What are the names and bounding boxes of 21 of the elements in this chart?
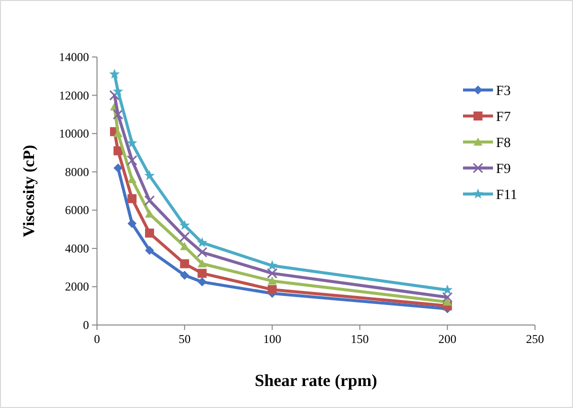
x-axis-title: Shear rate (rpm) (254, 371, 378, 390)
y-tick-label: 14000 (59, 50, 89, 64)
y-axis-title: Viscosity (cP) (21, 144, 38, 238)
x-tick-label: 50 (178, 332, 191, 346)
y-tick-label: 6000 (65, 203, 89, 218)
y-tick-label: 0 (83, 318, 89, 332)
y-tick-label: 8000 (65, 164, 89, 179)
legend-label: F3 (496, 84, 511, 99)
y-tick-label: 10000 (59, 126, 89, 141)
legend-label: F11 (496, 188, 518, 203)
x-tick-label: 100 (263, 332, 282, 346)
x-tick-label: 150 (350, 332, 369, 346)
legend-label: F8 (496, 136, 511, 151)
y-tick-label: 12000 (59, 88, 89, 102)
legend-label: F9 (496, 162, 511, 177)
x-tick-label: 200 (438, 332, 456, 346)
y-tick-label: 4000 (65, 241, 89, 256)
legend-label: F7 (496, 110, 511, 125)
x-tick-label: 0 (94, 332, 100, 346)
y-tick-label: 2000 (65, 280, 89, 294)
x-tick-label: 250 (526, 332, 544, 346)
